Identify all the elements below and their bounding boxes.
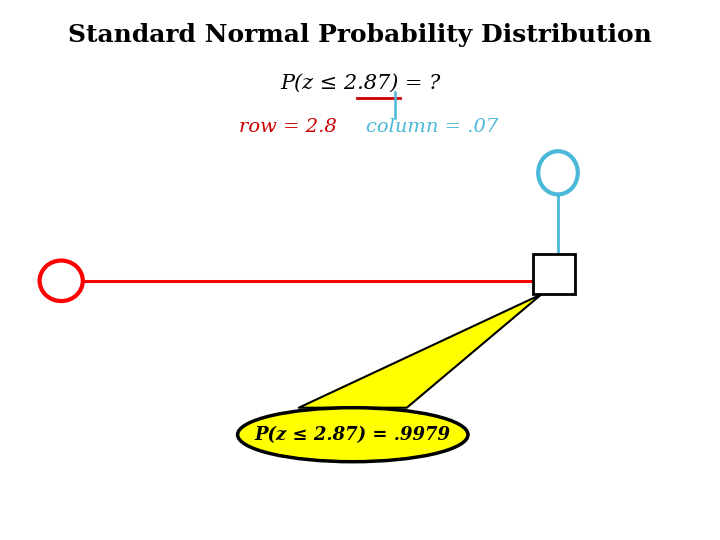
Text: P(z ≤ 2.87) = ?: P(z ≤ 2.87) = ? (280, 74, 440, 93)
Ellipse shape (238, 408, 468, 462)
Polygon shape (299, 294, 541, 408)
Text: Standard Normal Probability Distribution: Standard Normal Probability Distribution (68, 23, 652, 47)
Bar (533, 254, 575, 294)
Text: row = 2.8: row = 2.8 (239, 118, 337, 136)
Text: column = .07: column = .07 (366, 118, 498, 136)
Text: P(z ≤ 2.87) = .9979: P(z ≤ 2.87) = .9979 (255, 426, 451, 444)
